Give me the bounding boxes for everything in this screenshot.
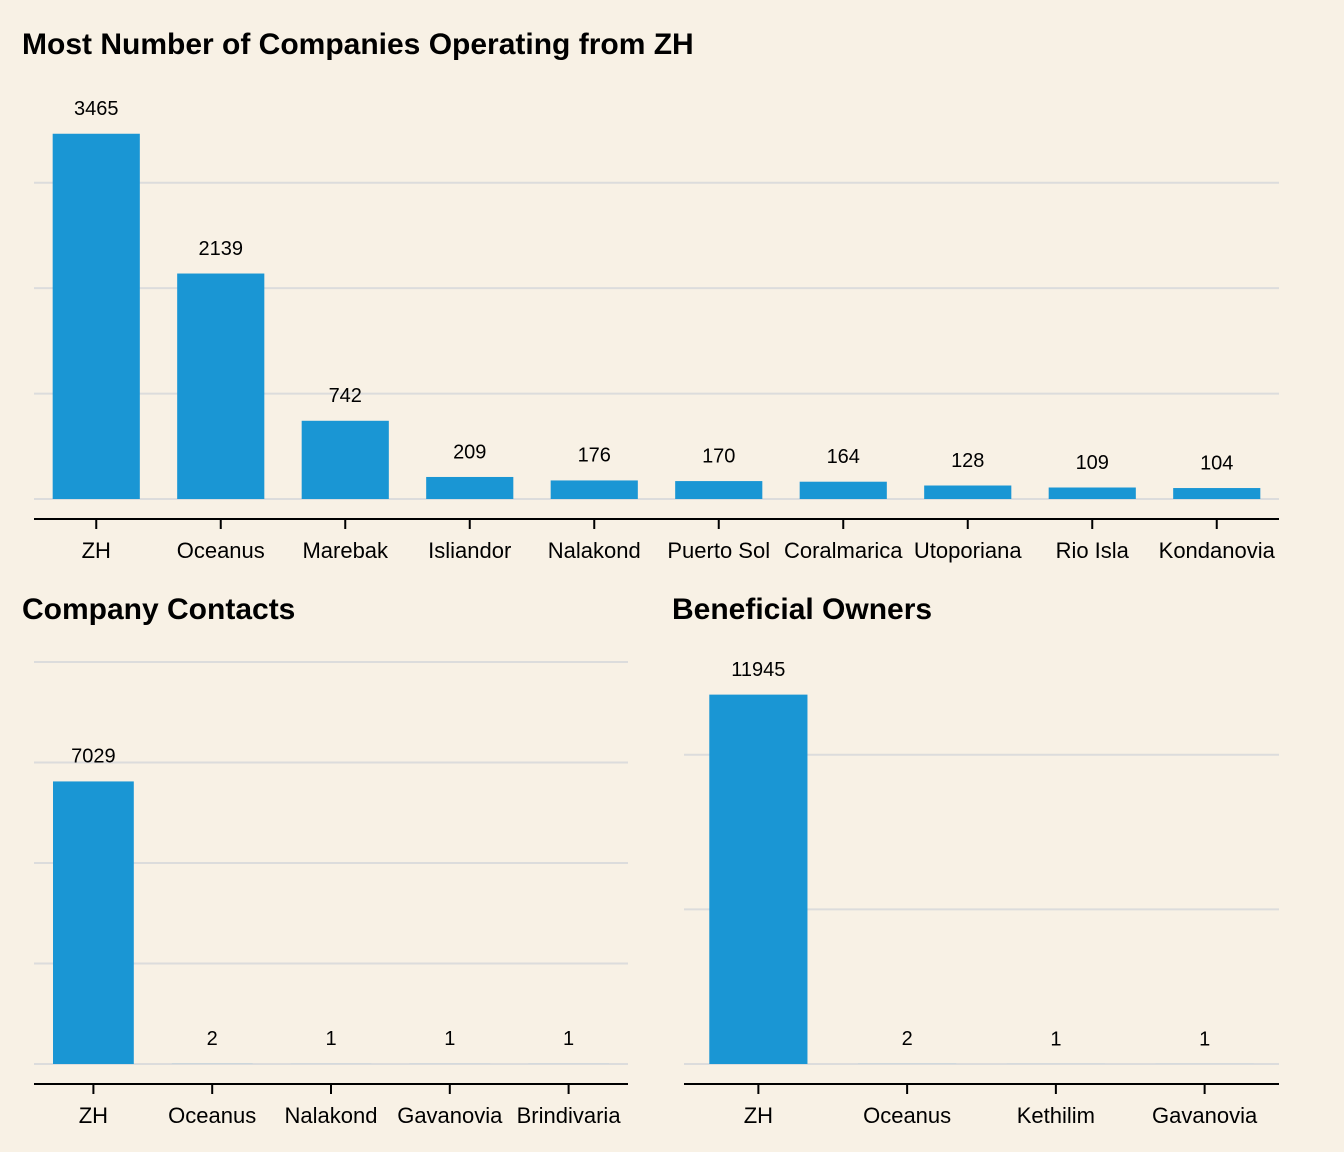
- value-label: 104: [1200, 452, 1233, 474]
- bar: [1173, 488, 1261, 499]
- x-tick-label: Oceanus: [168, 1103, 256, 1128]
- value-label: 2: [207, 1028, 218, 1050]
- value-label: 2: [902, 1028, 913, 1050]
- bar: [550, 480, 638, 499]
- x-tick-label: Puerto Sol: [667, 538, 770, 563]
- value-label: 176: [578, 445, 611, 467]
- value-label: 1: [1050, 1028, 1061, 1050]
- bar: [53, 781, 134, 1064]
- value-label: 109: [1076, 452, 1109, 474]
- x-tick-label: Brindivaria: [517, 1103, 622, 1128]
- x-tick-label: Isliandor: [428, 538, 511, 563]
- x-tick-label: Utoporiana: [914, 538, 1022, 563]
- x-tick-label: Marebak: [302, 538, 389, 563]
- bar: [709, 694, 808, 1064]
- value-label: 1: [563, 1028, 574, 1050]
- x-tick-label: Oceanus: [177, 538, 265, 563]
- x-tick-label: Kethilim: [1017, 1103, 1095, 1128]
- value-label: 1: [1199, 1028, 1210, 1050]
- value-label: 11945: [731, 659, 785, 681]
- bar: [924, 485, 1012, 499]
- x-tick-label: Gavanovia: [397, 1103, 503, 1128]
- bar: [52, 133, 140, 499]
- value-label: 742: [329, 385, 362, 407]
- bar: [675, 481, 763, 499]
- chart-title: Beneficial Owners: [672, 593, 932, 626]
- x-tick-label: ZH: [82, 538, 111, 563]
- x-tick-label: Nalakond: [285, 1103, 378, 1128]
- value-label: 128: [951, 450, 984, 472]
- value-label: 2139: [199, 238, 244, 260]
- value-label: 3465: [74, 98, 119, 120]
- x-tick-label: Rio Isla: [1056, 538, 1130, 563]
- value-label: 1: [325, 1028, 336, 1050]
- chart-title: Company Contacts: [22, 593, 295, 626]
- value-label: 170: [702, 445, 735, 467]
- value-label: 209: [453, 441, 486, 463]
- value-label: 164: [827, 446, 860, 468]
- x-tick-label: ZH: [744, 1103, 773, 1128]
- bar: [177, 273, 265, 499]
- bar: [1048, 487, 1136, 499]
- bar: [426, 476, 514, 499]
- x-tick-label: Coralmarica: [784, 538, 903, 563]
- value-label: 1: [444, 1028, 455, 1050]
- bar: [301, 420, 389, 499]
- x-tick-label: ZH: [79, 1103, 108, 1128]
- x-tick-label: Oceanus: [863, 1103, 951, 1128]
- bar: [799, 481, 887, 499]
- value-label: 7029: [71, 746, 116, 768]
- x-tick-label: Gavanovia: [1152, 1103, 1258, 1128]
- x-tick-label: Nalakond: [548, 538, 641, 563]
- x-tick-label: Kondanovia: [1159, 538, 1276, 563]
- chart-title: Most Number of Companies Operating from …: [22, 28, 694, 61]
